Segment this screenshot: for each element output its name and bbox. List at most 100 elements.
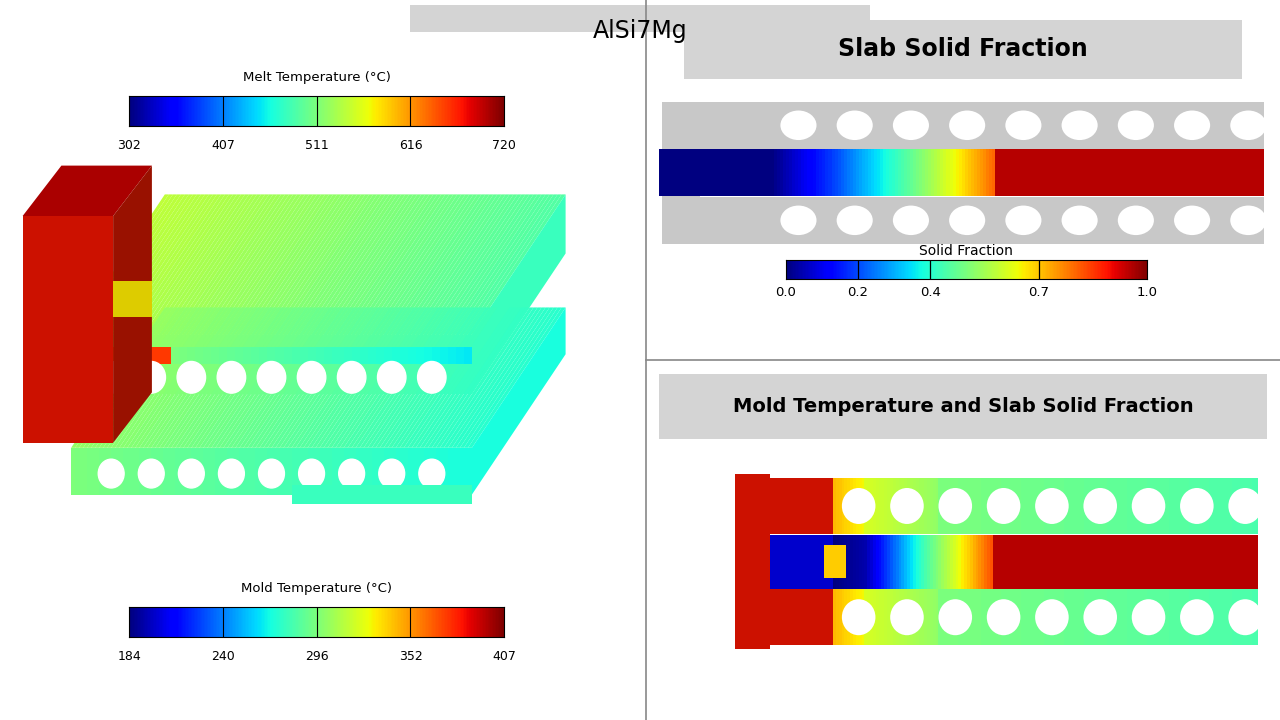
Polygon shape bbox=[204, 194, 301, 335]
FancyBboxPatch shape bbox=[1226, 534, 1229, 589]
Polygon shape bbox=[371, 194, 470, 335]
FancyBboxPatch shape bbox=[868, 589, 870, 645]
Polygon shape bbox=[435, 448, 440, 495]
Polygon shape bbox=[468, 307, 566, 448]
Polygon shape bbox=[468, 335, 472, 394]
FancyBboxPatch shape bbox=[1028, 149, 1032, 197]
Polygon shape bbox=[72, 448, 76, 495]
Ellipse shape bbox=[1180, 599, 1213, 635]
FancyBboxPatch shape bbox=[1170, 589, 1172, 645]
FancyBboxPatch shape bbox=[1110, 534, 1112, 589]
FancyBboxPatch shape bbox=[1007, 589, 1010, 645]
FancyBboxPatch shape bbox=[925, 149, 928, 197]
Polygon shape bbox=[339, 307, 438, 448]
FancyBboxPatch shape bbox=[887, 589, 890, 645]
FancyBboxPatch shape bbox=[1147, 589, 1149, 645]
FancyBboxPatch shape bbox=[970, 149, 974, 197]
FancyBboxPatch shape bbox=[870, 534, 873, 589]
Text: 407: 407 bbox=[211, 139, 236, 152]
Polygon shape bbox=[403, 448, 408, 495]
FancyBboxPatch shape bbox=[1101, 534, 1103, 589]
FancyBboxPatch shape bbox=[1001, 534, 1004, 589]
FancyBboxPatch shape bbox=[915, 534, 919, 589]
FancyBboxPatch shape bbox=[300, 347, 303, 364]
FancyBboxPatch shape bbox=[1170, 478, 1172, 534]
FancyBboxPatch shape bbox=[1238, 534, 1240, 589]
FancyBboxPatch shape bbox=[1224, 589, 1226, 645]
FancyBboxPatch shape bbox=[1078, 534, 1082, 589]
FancyBboxPatch shape bbox=[836, 589, 838, 645]
Polygon shape bbox=[228, 307, 325, 448]
Circle shape bbox=[419, 459, 444, 488]
FancyBboxPatch shape bbox=[1166, 478, 1170, 534]
FancyBboxPatch shape bbox=[1029, 478, 1033, 534]
Polygon shape bbox=[463, 194, 562, 335]
FancyBboxPatch shape bbox=[292, 347, 296, 364]
Polygon shape bbox=[83, 194, 180, 335]
Polygon shape bbox=[288, 448, 292, 495]
Polygon shape bbox=[399, 194, 498, 335]
FancyBboxPatch shape bbox=[873, 589, 876, 645]
FancyBboxPatch shape bbox=[1024, 534, 1027, 589]
FancyBboxPatch shape bbox=[836, 478, 838, 534]
FancyBboxPatch shape bbox=[332, 347, 335, 364]
FancyBboxPatch shape bbox=[845, 534, 847, 589]
FancyBboxPatch shape bbox=[941, 478, 945, 534]
FancyBboxPatch shape bbox=[1070, 534, 1073, 589]
FancyBboxPatch shape bbox=[360, 347, 364, 364]
FancyBboxPatch shape bbox=[1183, 149, 1185, 197]
FancyBboxPatch shape bbox=[320, 347, 324, 364]
FancyBboxPatch shape bbox=[685, 102, 771, 149]
FancyBboxPatch shape bbox=[1001, 478, 1004, 534]
FancyBboxPatch shape bbox=[1036, 534, 1038, 589]
FancyBboxPatch shape bbox=[919, 478, 922, 534]
FancyBboxPatch shape bbox=[1056, 534, 1059, 589]
FancyBboxPatch shape bbox=[1021, 589, 1024, 645]
FancyBboxPatch shape bbox=[970, 478, 973, 534]
FancyBboxPatch shape bbox=[833, 589, 836, 645]
FancyBboxPatch shape bbox=[435, 347, 440, 364]
Polygon shape bbox=[403, 194, 502, 335]
FancyBboxPatch shape bbox=[735, 478, 833, 534]
FancyBboxPatch shape bbox=[790, 149, 792, 197]
FancyBboxPatch shape bbox=[984, 534, 987, 589]
Polygon shape bbox=[251, 335, 256, 394]
FancyBboxPatch shape bbox=[1231, 149, 1234, 197]
FancyBboxPatch shape bbox=[1238, 589, 1240, 645]
FancyBboxPatch shape bbox=[847, 589, 850, 645]
FancyBboxPatch shape bbox=[1016, 149, 1019, 197]
FancyBboxPatch shape bbox=[686, 149, 690, 197]
FancyBboxPatch shape bbox=[856, 534, 859, 589]
Ellipse shape bbox=[938, 599, 972, 635]
Polygon shape bbox=[196, 335, 200, 394]
Polygon shape bbox=[279, 448, 283, 495]
Polygon shape bbox=[324, 448, 328, 495]
Polygon shape bbox=[300, 335, 303, 394]
FancyBboxPatch shape bbox=[1164, 534, 1166, 589]
FancyBboxPatch shape bbox=[1101, 589, 1103, 645]
FancyBboxPatch shape bbox=[1021, 534, 1024, 589]
FancyBboxPatch shape bbox=[1096, 589, 1098, 645]
FancyBboxPatch shape bbox=[750, 149, 753, 197]
FancyBboxPatch shape bbox=[1178, 534, 1181, 589]
FancyBboxPatch shape bbox=[753, 149, 756, 197]
FancyBboxPatch shape bbox=[1133, 589, 1135, 645]
FancyBboxPatch shape bbox=[1249, 149, 1252, 197]
Polygon shape bbox=[307, 335, 311, 394]
FancyBboxPatch shape bbox=[1144, 534, 1147, 589]
FancyBboxPatch shape bbox=[1068, 149, 1070, 197]
Polygon shape bbox=[463, 335, 468, 394]
Ellipse shape bbox=[948, 110, 986, 140]
FancyBboxPatch shape bbox=[1059, 478, 1061, 534]
FancyBboxPatch shape bbox=[1007, 478, 1010, 534]
FancyBboxPatch shape bbox=[1172, 534, 1175, 589]
FancyBboxPatch shape bbox=[692, 149, 695, 197]
Polygon shape bbox=[424, 448, 428, 495]
Polygon shape bbox=[228, 448, 232, 495]
FancyBboxPatch shape bbox=[1087, 534, 1089, 589]
Polygon shape bbox=[388, 194, 485, 335]
FancyBboxPatch shape bbox=[952, 478, 956, 534]
Polygon shape bbox=[352, 194, 449, 335]
FancyBboxPatch shape bbox=[1094, 149, 1098, 197]
Text: 1.0: 1.0 bbox=[1137, 286, 1157, 300]
